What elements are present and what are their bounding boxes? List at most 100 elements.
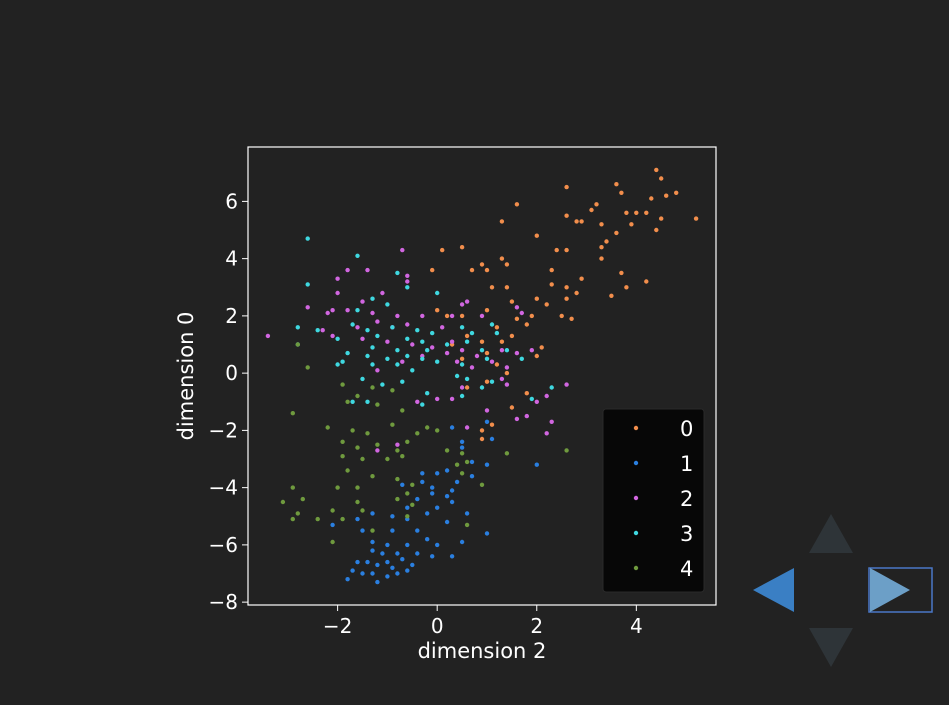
point-series-1-49 — [435, 471, 440, 476]
point-series-2-0 — [265, 333, 271, 339]
point-series-2-4 — [345, 267, 350, 273]
point-series-1-35 — [390, 514, 395, 519]
point-series-3-15 — [430, 330, 435, 336]
point-series-0-60 — [569, 316, 574, 321]
point-series-3-41 — [340, 359, 345, 364]
point-series-1-46 — [430, 485, 435, 490]
point-series-4-13 — [390, 422, 395, 427]
legend: 0 1 2 3 4 — [602, 408, 705, 593]
point-series-0-28 — [599, 256, 604, 261]
point-series-4-0 — [295, 342, 300, 347]
point-series-2-61 — [544, 431, 549, 436]
point-series-0-66 — [479, 339, 485, 344]
point-series-1-61 — [484, 419, 490, 424]
point-series-3-16 — [459, 325, 465, 330]
point-series-4-2 — [340, 382, 345, 387]
y-tick-label: 0 — [225, 361, 238, 385]
point-series-3-32 — [504, 348, 510, 353]
point-series-4-5 — [390, 388, 395, 393]
point-series-1-53 — [400, 482, 405, 487]
point-series-3-3 — [305, 282, 310, 287]
point-series-1-42 — [415, 496, 420, 502]
right-arrow-focus-box — [868, 567, 933, 613]
point-series-4-3 — [355, 393, 360, 399]
point-series-0-32 — [564, 247, 569, 253]
point-series-1-6 — [390, 565, 395, 570]
point-series-4-52 — [330, 539, 335, 545]
point-series-3-56 — [479, 385, 485, 390]
point-series-3-19 — [494, 330, 500, 336]
point-series-1-51 — [420, 471, 425, 476]
point-series-2-10 — [360, 299, 365, 304]
point-series-3-9 — [295, 325, 300, 330]
point-series-4-36 — [355, 485, 360, 490]
point-series-0-3 — [564, 184, 569, 190]
point-series-0-9 — [514, 202, 520, 207]
point-series-0-64 — [509, 333, 515, 339]
point-series-3-17 — [469, 330, 475, 336]
point-series-2-48 — [499, 376, 505, 382]
point-series-4-30 — [345, 468, 350, 473]
point-series-3-42 — [370, 362, 375, 367]
point-series-1-28 — [415, 528, 420, 533]
point-series-0-2 — [614, 182, 619, 187]
point-series-0-31 — [499, 256, 505, 261]
y-tick-label: −8 — [209, 590, 238, 614]
point-series-3-4 — [405, 285, 410, 290]
point-series-4-51 — [370, 528, 375, 533]
point-series-2-22 — [449, 313, 455, 319]
point-series-3-40 — [335, 362, 340, 367]
point-series-1-17 — [449, 554, 455, 559]
point-series-3-25 — [370, 345, 375, 350]
point-series-2-63 — [375, 448, 380, 453]
point-series-1-25 — [425, 537, 430, 542]
point-series-2-64 — [395, 442, 400, 447]
point-series-3-21 — [335, 336, 340, 341]
point-series-0-74 — [484, 379, 490, 384]
point-series-0-18 — [599, 222, 604, 227]
left-arrow-icon[interactable] — [753, 568, 794, 612]
point-series-0-34 — [504, 262, 510, 267]
point-series-2-34 — [449, 339, 455, 344]
right-arrow-icon[interactable] — [870, 568, 910, 612]
point-series-0-53 — [529, 313, 534, 319]
point-series-2-56 — [484, 408, 490, 413]
point-series-3-59 — [464, 376, 470, 382]
point-series-4-34 — [479, 482, 485, 487]
point-series-0-70 — [484, 350, 490, 356]
point-series-2-5 — [405, 273, 410, 278]
point-series-2-35 — [459, 348, 465, 353]
up-arrow-icon[interactable] — [809, 514, 853, 553]
point-series-2-15 — [395, 313, 400, 319]
point-series-1-44 — [444, 494, 450, 499]
point-series-0-37 — [430, 267, 435, 273]
point-series-3-44 — [410, 368, 415, 373]
point-series-4-31 — [370, 474, 375, 479]
point-series-3-8 — [355, 308, 360, 313]
point-series-0-76 — [524, 391, 529, 396]
down-arrow-icon[interactable] — [809, 628, 853, 667]
point-series-0-11 — [634, 210, 639, 215]
point-series-2-38 — [499, 348, 505, 353]
point-series-3-51 — [350, 399, 355, 404]
point-series-1-33 — [444, 519, 450, 525]
point-series-2-30 — [360, 336, 365, 341]
point-series-4-15 — [425, 425, 430, 430]
point-series-0-50 — [564, 296, 569, 301]
point-series-2-53 — [435, 396, 440, 402]
point-series-0-17 — [564, 213, 569, 218]
point-series-1-7 — [375, 562, 380, 568]
point-series-1-60 — [449, 425, 455, 430]
point-series-1-19 — [380, 551, 385, 556]
legend-label-2: 2 — [680, 487, 693, 511]
point-series-0-8 — [594, 202, 599, 207]
point-series-3-6 — [370, 296, 375, 301]
point-series-4-24 — [385, 456, 390, 462]
point-series-0-56 — [444, 313, 450, 319]
point-series-4-18 — [355, 445, 360, 450]
point-series-3-13 — [390, 325, 395, 330]
point-series-4-33 — [459, 471, 465, 476]
point-series-4-23 — [360, 456, 365, 462]
point-series-1-0 — [375, 579, 380, 585]
